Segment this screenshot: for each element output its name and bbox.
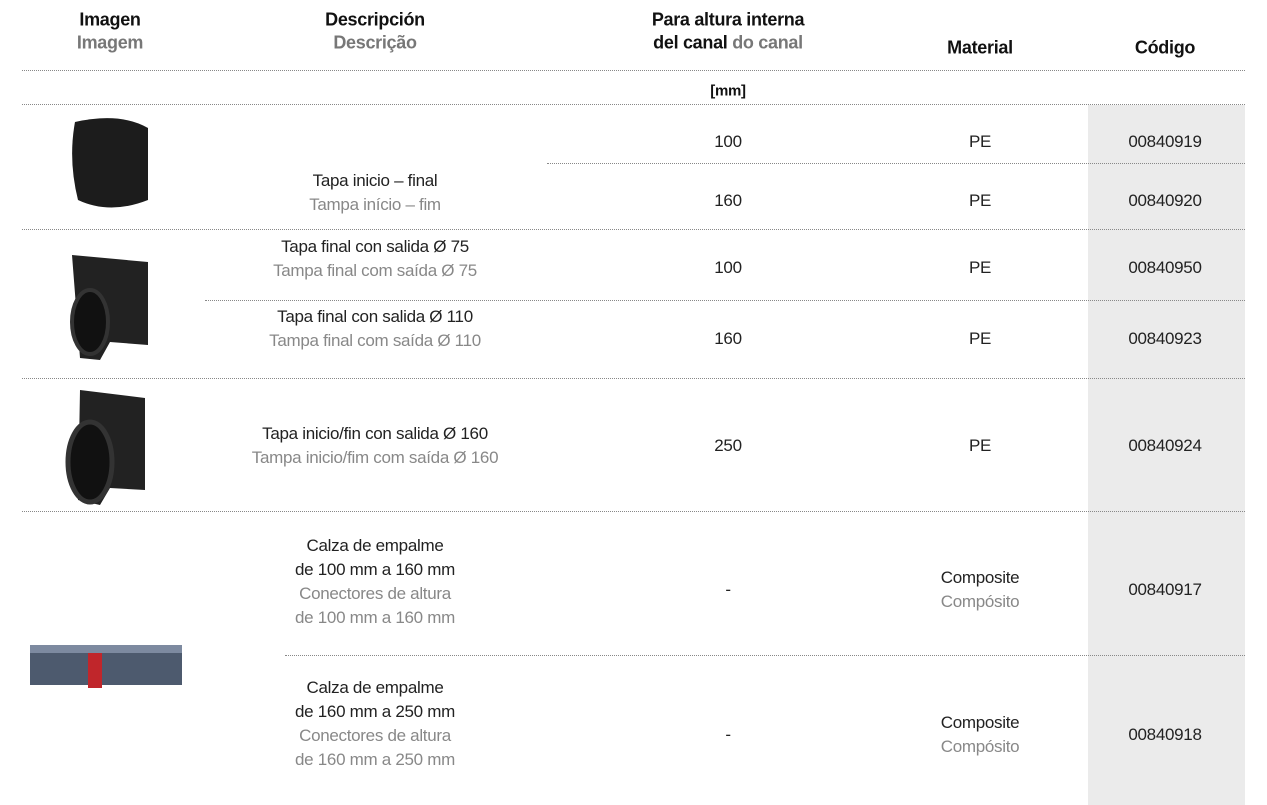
height: 100 [714, 258, 742, 277]
height: 160 [714, 191, 742, 210]
header-image-pt: Imagem [76, 32, 144, 53]
description: Tapa final con salida Ø 75 [281, 237, 469, 256]
description-pt: Conectores de altura [299, 726, 451, 745]
height: 100 [714, 132, 742, 151]
description-pt: Tampa inicio/fim com saída Ø 160 [251, 448, 499, 467]
description: Calza de empalme [306, 536, 444, 555]
material: PE [968, 436, 992, 455]
header-code: Código [1134, 37, 1196, 58]
material: Composite [940, 568, 1020, 587]
description-pt: Tampa final com saída Ø 75 [273, 261, 477, 280]
material: PE [968, 258, 992, 277]
height: - [725, 580, 731, 599]
header-description-pt: Descrição [333, 32, 417, 53]
height: 250 [714, 436, 742, 455]
header-image: Imagen [79, 9, 141, 30]
description-pt: de 160 mm a 250 mm [295, 750, 455, 769]
material: PE [968, 191, 992, 210]
description: Tapa inicio/fin con salida Ø 160 [262, 424, 488, 443]
code: 00840920 [1128, 191, 1202, 210]
code: 00840917 [1128, 580, 1202, 599]
row-divider [22, 511, 1245, 512]
description-pt: Tampa final com saída Ø 110 [269, 331, 481, 350]
row-divider [22, 378, 1245, 379]
row-divider [22, 104, 1245, 105]
height: 160 [714, 329, 742, 348]
description: Calza de empalme [306, 678, 444, 697]
code: 00840918 [1128, 725, 1202, 744]
description: de 160 mm a 250 mm [295, 702, 455, 721]
material-pt: Compósito [940, 592, 1020, 611]
code: 00840919 [1128, 132, 1202, 151]
description-pt: Conectores de altura [299, 584, 451, 603]
height: - [725, 725, 731, 744]
row-divider [22, 70, 1245, 71]
material: Composite [940, 713, 1020, 732]
description-pt: de 100 mm a 160 mm [295, 608, 455, 627]
material: PE [968, 329, 992, 348]
header-height-line2: del canal do canal [653, 33, 803, 54]
header-material: Material [947, 37, 1013, 58]
code: 00840950 [1128, 258, 1202, 277]
description: Tapa inicio – final [312, 171, 438, 190]
row-divider [22, 229, 1245, 230]
header-height-part: del canal [653, 32, 728, 53]
header-height-part: do canal [727, 32, 803, 53]
row-divider [285, 655, 1245, 656]
description: de 100 mm a 160 mm [295, 560, 455, 579]
row-divider [547, 163, 1245, 164]
material-pt: Compósito [940, 737, 1020, 756]
header-height: Para altura interna [651, 9, 805, 30]
header-description: Descripción [325, 9, 425, 30]
row-divider [205, 300, 1245, 301]
code-column-background [1088, 105, 1245, 805]
unit: [mm] [710, 82, 746, 100]
code: 00840924 [1128, 436, 1202, 455]
material: PE [968, 132, 992, 151]
description: Tapa final con salida Ø 110 [277, 307, 473, 326]
description-pt: Tampa início – fim [309, 195, 441, 214]
end-cap-image [72, 118, 148, 208]
code: 00840923 [1128, 329, 1202, 348]
